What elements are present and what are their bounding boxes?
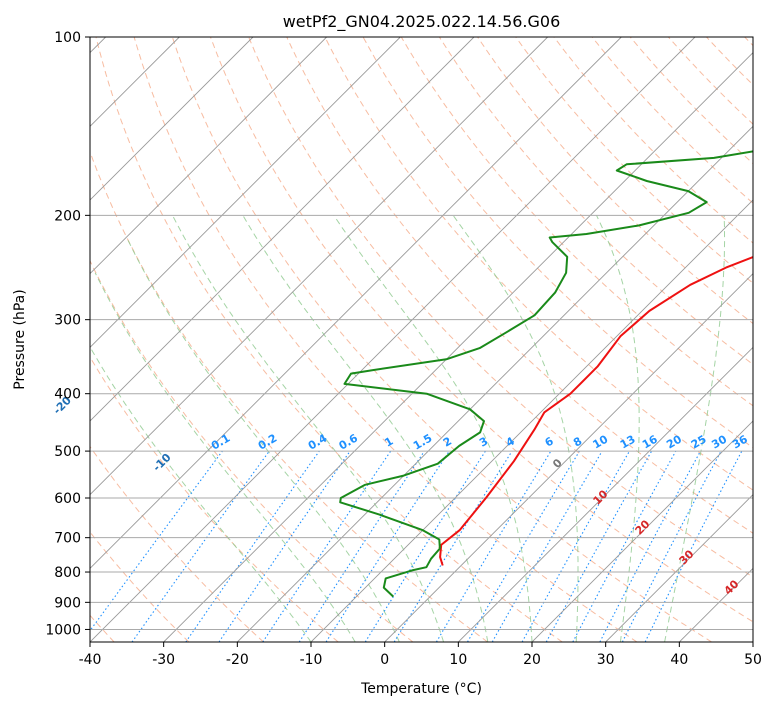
y-tick-label: 800 bbox=[54, 565, 81, 581]
y-tick-label: 1000 bbox=[45, 622, 81, 638]
x-tick-label: -20 bbox=[226, 652, 249, 668]
y-tick-label: 100 bbox=[54, 30, 81, 46]
x-tick-label: -40 bbox=[79, 652, 102, 668]
x-tick-label: 30 bbox=[597, 652, 615, 668]
y-tick-label: 600 bbox=[54, 491, 81, 507]
x-tick-label: 50 bbox=[744, 652, 762, 668]
y-tick-label: 500 bbox=[54, 444, 81, 460]
chart-title: wetPf2_GN04.2025.022.14.56.G06 bbox=[283, 12, 561, 32]
x-tick-label: 10 bbox=[449, 652, 467, 668]
y-tick-label: 700 bbox=[54, 531, 81, 547]
y-axis-label: Pressure (hPa) bbox=[12, 289, 28, 389]
x-tick-label: -30 bbox=[152, 652, 175, 668]
y-tick-label: 400 bbox=[54, 387, 81, 403]
y-tick-label: 300 bbox=[54, 313, 81, 329]
y-tick-label: 200 bbox=[54, 208, 81, 224]
x-tick-label: 40 bbox=[670, 652, 688, 668]
x-tick-label: 0 bbox=[380, 652, 389, 668]
x-tick-label: -10 bbox=[300, 652, 323, 668]
x-tick-label: 20 bbox=[523, 652, 541, 668]
x-axis-label: Temperature (°C) bbox=[360, 681, 482, 697]
y-tick-label: 900 bbox=[54, 595, 81, 611]
